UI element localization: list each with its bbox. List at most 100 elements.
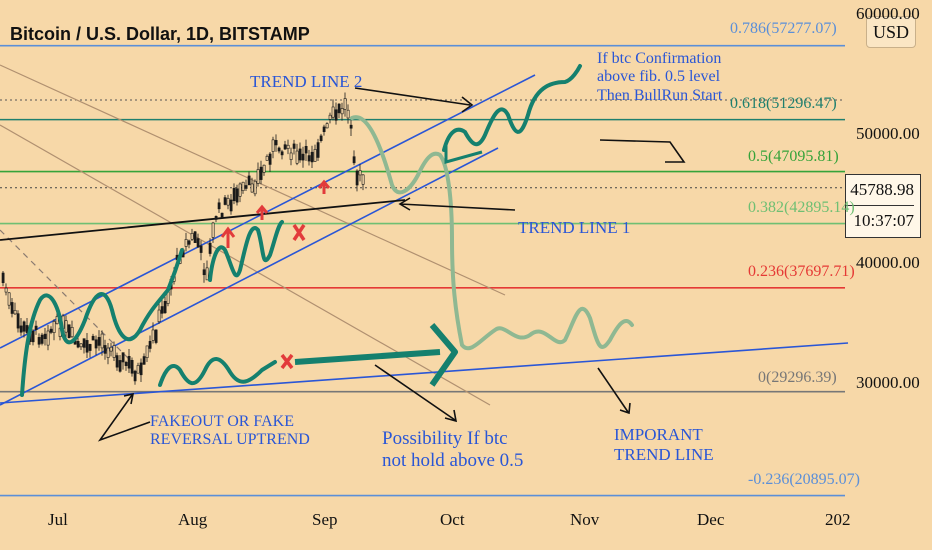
candle-body (214, 216, 218, 220)
x-tick-label: Dec (697, 510, 725, 529)
candle-body (331, 106, 335, 118)
candle-body (19, 325, 23, 333)
candle-body (343, 98, 347, 110)
channel-lower-line (0, 147, 499, 406)
candle-body (277, 147, 281, 152)
y-tick-label: 30000.00 (856, 373, 920, 392)
x-tick-label: Sep (312, 510, 338, 529)
descending-line (0, 64, 506, 296)
fib-label: -0.236(20895.07) (748, 471, 860, 488)
candle-body (205, 267, 209, 281)
up-arrow-icon (220, 179, 331, 248)
descending-line (0, 124, 491, 406)
candle-body (103, 345, 107, 354)
descending-line-dashed (0, 229, 131, 361)
candle-body (208, 242, 212, 254)
chart-drawings (0, 64, 849, 406)
candle-body (67, 324, 71, 339)
candle-body (259, 166, 263, 180)
candle-body (349, 124, 353, 129)
current-price: 45788.98 (850, 180, 914, 199)
candle-body (16, 313, 20, 329)
current-price-box: 45788.98 10:37:07 (845, 174, 921, 238)
candle-body (163, 301, 167, 314)
fake-reversal-arrow-head (429, 323, 458, 387)
candle-body (310, 151, 314, 163)
candle-body (184, 239, 188, 247)
candle-body (283, 144, 287, 150)
candle-body (31, 330, 35, 343)
candle-body (229, 199, 233, 212)
candle-body (76, 341, 80, 348)
candle-body (244, 185, 248, 189)
x-tick-label: Oct (440, 510, 465, 529)
x-mark (280, 224, 306, 370)
candle-body (4, 287, 8, 293)
candle-body (97, 337, 101, 346)
candle-body (268, 153, 272, 165)
bullrun-note-line: Then BullRun Start (597, 86, 723, 104)
fakeout-note-line: FAKEOUT OR FAKE (150, 413, 295, 430)
candle-body (274, 140, 278, 146)
possibility-note-line: not hold above 0.5 (382, 449, 524, 471)
candle-body (340, 108, 344, 115)
candle-body (187, 240, 191, 245)
candle-body (328, 114, 332, 120)
x-tick-label: Aug (178, 510, 208, 529)
candle-body (22, 321, 26, 332)
currency-button[interactable]: USD (866, 16, 916, 48)
candle-body (46, 330, 50, 346)
candle-body (55, 316, 59, 325)
candle-body (235, 188, 239, 203)
candle-countdown: 10:37:07 (853, 211, 914, 230)
bullrun-note: If btc Confirmation above fib. 0.5 level… (597, 50, 722, 105)
candle-body (151, 329, 155, 341)
trend-line-1 (0, 199, 406, 241)
candle-body (94, 339, 98, 349)
candle-body (154, 329, 158, 343)
candle-body (157, 309, 161, 323)
candle-body (106, 347, 110, 358)
candle-body (121, 352, 125, 363)
fib-label: 0(29296.39) (758, 369, 837, 386)
candle-body (133, 370, 137, 382)
candle-body (304, 145, 308, 154)
possibility-note-line: Possibility If btc (382, 428, 508, 449)
annotation-arrows (97, 87, 686, 442)
bullrun-note-line: If btc Confirmation (597, 50, 722, 67)
fakeout-note-line: REVERSAL UPTREND (150, 431, 310, 449)
candle-body (25, 325, 29, 333)
candle-body (115, 355, 119, 368)
candle-body (334, 109, 338, 121)
candle-body (232, 188, 236, 202)
y-tick-label: 60000.00 (856, 4, 920, 23)
candle-body (217, 202, 221, 210)
candle-body (37, 337, 41, 345)
fib-label: 0.382(42895.14) (748, 199, 855, 216)
candle-body (145, 345, 149, 358)
x-tick-label: Nov (570, 510, 600, 529)
candle-body (307, 155, 311, 162)
candle-body (40, 334, 44, 344)
candle-body (289, 152, 293, 160)
y-tick-label: 40000.00 (856, 253, 920, 272)
candle-body (148, 341, 152, 349)
candle-body (292, 143, 296, 149)
candle-body (262, 164, 266, 173)
fib-label: 0.5(47095.81) (748, 148, 839, 165)
trend-line-1-label: TREND LINE 1 (518, 218, 631, 237)
fakeout-note: FAKEOUT OR FAKE REVERSAL UPTREND (150, 413, 310, 450)
candle-body (337, 103, 341, 114)
bullish-projection-path (442, 64, 582, 152)
divider (846, 205, 914, 206)
candle-body (124, 361, 128, 366)
candle-body (109, 346, 113, 352)
candle-body (10, 302, 14, 314)
candle-body (256, 169, 260, 184)
chart-title: Bitcoin / U.S. Dollar, 1D, BITSTAMP (10, 24, 310, 44)
candle-body (70, 327, 74, 338)
candle-body (286, 144, 290, 149)
candle-body (85, 340, 89, 353)
candle-body (64, 320, 68, 333)
